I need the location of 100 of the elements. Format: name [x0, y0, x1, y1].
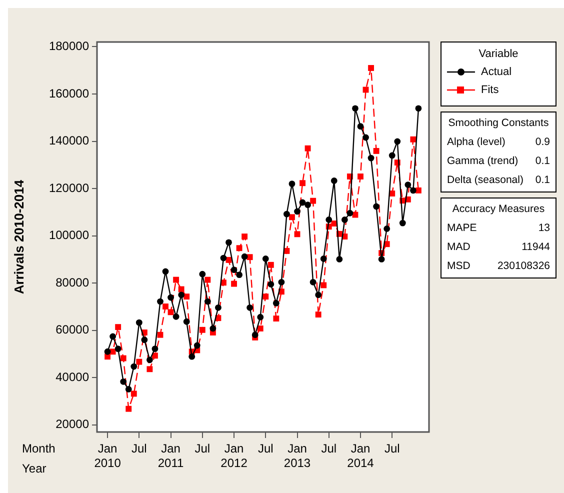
- point: [168, 309, 174, 316]
- text: Smoothing Constants: [448, 116, 549, 129]
- point: [326, 216, 332, 223]
- point: [162, 304, 168, 310]
- point: [368, 154, 374, 162]
- point: [320, 282, 327, 288]
- point: [352, 105, 358, 112]
- point: [246, 304, 254, 311]
- point: [110, 333, 116, 340]
- point: [257, 314, 264, 320]
- point: [268, 262, 274, 268]
- point: [362, 134, 369, 141]
- point: [288, 180, 296, 188]
- x-tick-label: Jul: [258, 442, 274, 456]
- point: [226, 239, 232, 246]
- x-tick-label: Jan 2010: [94, 442, 122, 470]
- point: [125, 386, 132, 392]
- y-axis-title: Arrivals 2010-2014: [11, 179, 26, 294]
- legend-label: Fits: [481, 84, 500, 96]
- point: [399, 220, 406, 226]
- x-axis-title: Month Year: [22, 441, 56, 476]
- point: [415, 105, 422, 112]
- point: [284, 210, 290, 218]
- text: MAD 11944: [447, 240, 550, 253]
- point: [173, 276, 180, 283]
- point: [199, 326, 206, 333]
- point: [273, 316, 280, 322]
- point: [352, 212, 358, 218]
- text: Alpha (level) 0.9: [447, 136, 550, 148]
- point: [157, 298, 164, 305]
- point: [141, 336, 148, 344]
- point: [320, 256, 327, 262]
- point: [210, 325, 216, 332]
- point: [278, 278, 285, 286]
- point: [300, 180, 306, 186]
- x-tick-label: Jan 2013: [284, 442, 311, 470]
- point: [315, 292, 322, 298]
- point: [330, 178, 338, 184]
- point: [157, 332, 164, 338]
- y-tick-label: 120000: [48, 180, 90, 195]
- y-tick-label: 100000: [48, 228, 90, 242]
- point: [184, 294, 190, 300]
- point: [136, 358, 142, 365]
- x-tick-label: Jan 2012: [220, 442, 248, 470]
- point: [146, 356, 153, 364]
- point: [120, 378, 127, 385]
- point: [168, 294, 174, 301]
- point: [404, 182, 412, 188]
- point: [304, 202, 311, 208]
- point: [194, 342, 200, 349]
- point: [252, 332, 258, 338]
- text: MSD 230108326: [447, 260, 550, 272]
- y-tick-label: 180000: [48, 39, 90, 54]
- legend-title: Variable: [478, 48, 518, 60]
- text: Accuracy Measures: [452, 202, 545, 215]
- point: [268, 281, 274, 288]
- x-tick-label: Jul: [131, 442, 147, 456]
- point: [310, 278, 316, 286]
- point: [162, 268, 169, 275]
- point: [289, 214, 295, 220]
- y-tick-label: 160000: [48, 86, 90, 100]
- point: [183, 318, 190, 325]
- point: [341, 216, 348, 223]
- point: [220, 254, 227, 262]
- point: [242, 234, 248, 240]
- point: [146, 366, 153, 372]
- point: [178, 292, 185, 298]
- point: [368, 65, 374, 71]
- point: [230, 266, 238, 274]
- y-tick-label: 60000: [56, 322, 90, 337]
- point: [246, 254, 253, 260]
- point: [120, 355, 126, 362]
- point: [130, 363, 138, 370]
- point: [199, 270, 206, 278]
- point: [204, 298, 211, 305]
- point: [115, 324, 122, 330]
- point: [378, 256, 385, 262]
- text: MAPE 13: [447, 222, 550, 234]
- legend-label: Actual: [481, 66, 512, 78]
- point: [373, 203, 380, 210]
- point: [236, 245, 242, 252]
- point: [410, 187, 416, 194]
- point: [384, 226, 390, 232]
- point: [304, 145, 311, 152]
- point: [136, 319, 142, 326]
- point: [236, 272, 242, 278]
- point: [188, 353, 196, 360]
- point: [172, 313, 180, 320]
- point: [130, 390, 137, 397]
- point: [310, 198, 316, 204]
- point: [104, 348, 111, 355]
- y-tick-label: 80000: [56, 275, 90, 290]
- point: [257, 326, 264, 332]
- x-tick-label: Jan 2011: [158, 442, 184, 470]
- point: [394, 138, 401, 145]
- point: [241, 253, 248, 260]
- x-tick-label: Jul: [384, 442, 400, 456]
- x-tick-label: Jul: [321, 442, 337, 456]
- point: [215, 304, 222, 311]
- point: [346, 210, 354, 216]
